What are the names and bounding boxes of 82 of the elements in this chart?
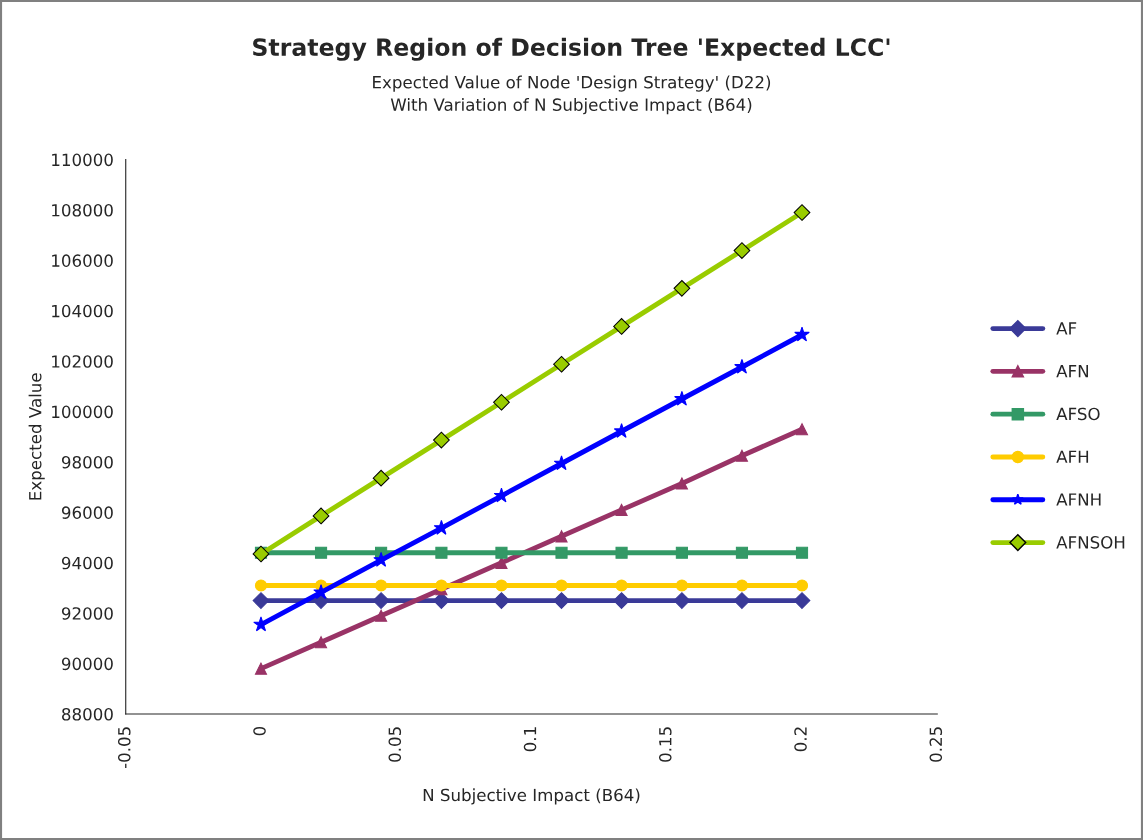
x-tick-label: 0.15 — [658, 727, 672, 762]
legend-label: AF — [1056, 322, 1077, 335]
point — [372, 592, 390, 609]
point — [735, 579, 749, 592]
point — [615, 579, 628, 592]
x-tick-label: 0.05 — [388, 727, 402, 762]
point — [493, 487, 510, 503]
chart-title: Strategy Region of Decision Tree 'Expected LCC' — [253, 37, 890, 61]
point — [555, 579, 568, 592]
point — [435, 579, 448, 592]
legend-label: AFNSOH — [1056, 536, 1125, 549]
point — [794, 326, 810, 342]
point — [615, 503, 628, 516]
point — [615, 546, 628, 559]
point — [673, 280, 691, 297]
x-tick-label: 0.25 — [929, 727, 943, 762]
point — [312, 507, 330, 525]
point — [553, 592, 570, 609]
point — [553, 355, 570, 373]
point — [252, 592, 270, 609]
y-tick-label: 94000 — [61, 556, 113, 570]
point — [493, 592, 510, 609]
point — [674, 390, 690, 406]
y-tick-label: 100000 — [52, 405, 113, 419]
point — [555, 530, 568, 543]
point — [613, 423, 630, 438]
point — [495, 546, 508, 559]
point — [493, 393, 510, 411]
legend-label: AFN — [1056, 365, 1088, 378]
point — [795, 546, 809, 559]
point — [433, 519, 450, 535]
point — [735, 449, 749, 462]
point — [435, 546, 448, 559]
point — [373, 551, 389, 567]
y-tick-label: 106000 — [52, 254, 113, 267]
y-tick-label: 88000 — [62, 707, 113, 721]
point — [675, 579, 688, 592]
point — [495, 579, 508, 592]
point — [613, 592, 630, 609]
point — [314, 546, 328, 559]
x-tick-label: -0.05 — [117, 727, 131, 769]
y-tick-label: 108000 — [52, 203, 113, 217]
legend-label: AFNH — [1056, 493, 1101, 506]
point — [375, 609, 388, 622]
y-tick-label: 110000 — [52, 153, 113, 167]
chart-subtitle: Expected Value of Node 'Design Strategy' (D22) With Variation of N Subjective Impact (B64) — [373, 75, 771, 115]
point — [253, 616, 269, 632]
point — [313, 584, 329, 599]
point — [254, 662, 268, 675]
point — [734, 358, 750, 374]
y-tick-label: 104000 — [52, 304, 113, 318]
point — [793, 204, 811, 221]
y-tick-label: 96000 — [61, 506, 113, 519]
point — [314, 636, 328, 649]
y-tick-label: 98000 — [61, 455, 113, 469]
point — [793, 592, 811, 609]
point — [675, 546, 688, 559]
point — [252, 545, 270, 563]
point — [673, 592, 691, 609]
point — [675, 477, 688, 490]
point — [795, 423, 809, 436]
legend-label: AFH — [1056, 450, 1089, 463]
legend-label: AFSO — [1056, 407, 1100, 421]
x-axis-title: N Subjective Impact (B64) — [423, 788, 640, 805]
point — [433, 592, 450, 609]
y-tick-label: 92000 — [61, 607, 113, 620]
point — [613, 318, 630, 335]
point — [733, 592, 751, 609]
x-tick-label: 0.1 — [523, 727, 537, 752]
y-tick-label: 90000 — [61, 657, 113, 671]
point — [733, 242, 751, 259]
point — [254, 579, 268, 592]
point — [795, 579, 809, 592]
y-tick-label: 102000 — [52, 355, 113, 368]
point — [555, 546, 568, 559]
point — [372, 469, 390, 487]
point — [433, 431, 450, 449]
point — [375, 579, 388, 592]
y-axis-title: Expected Value — [28, 373, 45, 500]
x-tick-label: 0 — [253, 726, 266, 736]
x-tick-label: 0.2 — [794, 727, 807, 752]
point — [735, 546, 749, 559]
